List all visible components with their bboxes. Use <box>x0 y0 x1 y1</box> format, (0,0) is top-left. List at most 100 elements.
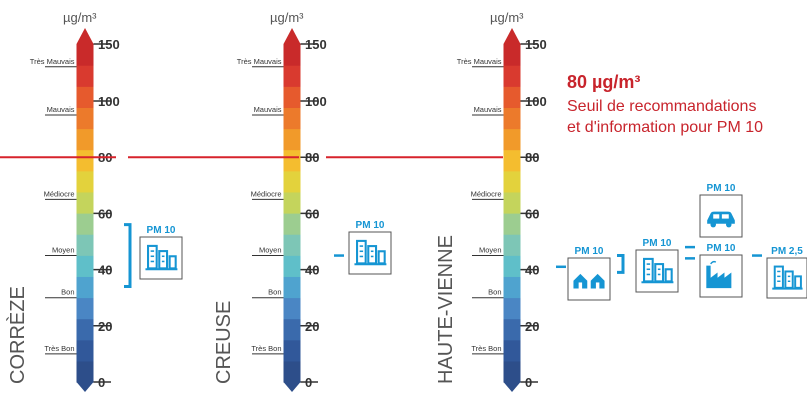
tick-label: 150 <box>525 37 547 52</box>
scale-band <box>76 44 94 66</box>
tick-label: 40 <box>525 263 539 278</box>
scale-band <box>76 107 94 130</box>
tick-label: 20 <box>525 319 539 334</box>
scale-band <box>76 339 94 362</box>
scale-band <box>283 213 301 235</box>
qualitative-label: Très Bon <box>44 344 74 353</box>
qualitative-label: Bon <box>61 288 74 297</box>
station-7: PM 2,5 <box>752 246 807 299</box>
qualitative-label: Médiocre <box>471 189 502 198</box>
scale-band <box>503 128 521 151</box>
scale-band <box>283 255 301 277</box>
qualitative-label: Moyen <box>479 246 502 255</box>
value-range-marker <box>617 254 625 274</box>
station-1: PM 10 <box>124 223 183 288</box>
station-label: PM 10 <box>643 238 672 249</box>
station-label: PM 10 <box>707 183 736 194</box>
scale-top-arrow <box>283 28 301 44</box>
scale-band <box>503 318 521 341</box>
department-name: CORRÈZE <box>6 286 29 384</box>
scale-band <box>76 234 94 256</box>
tick-label: 60 <box>525 206 539 221</box>
tick-label: 100 <box>98 94 120 109</box>
scale-top-arrow <box>503 28 521 44</box>
station-box <box>567 257 611 301</box>
scale-band <box>283 234 301 256</box>
tick-label: 80 <box>525 150 539 165</box>
scale-band <box>503 107 521 130</box>
qualitative-label: Très Mauvais <box>237 57 282 66</box>
unit-label: µg/m³ <box>270 10 304 25</box>
tick-label: 100 <box>305 94 327 109</box>
tick-label: 20 <box>98 319 112 334</box>
scale-band <box>503 149 521 172</box>
tick-label: 0 <box>525 375 532 390</box>
scale-band <box>283 107 301 130</box>
scale-band <box>503 86 521 108</box>
tick-label: 100 <box>525 94 547 109</box>
tick-label: 40 <box>305 263 319 278</box>
scale-band <box>503 44 521 66</box>
threshold-annotation: 80 µg/m³ Seuil de recommandations et d'i… <box>567 72 763 136</box>
station-2: PM 10 <box>334 220 392 275</box>
scale-bottom-arrow <box>283 382 301 392</box>
qualitative-label: Bon <box>488 288 501 297</box>
scale-band <box>283 44 301 66</box>
value-range-marker <box>124 223 132 288</box>
scale-band <box>503 170 521 193</box>
qualitative-label: Moyen <box>52 246 75 255</box>
qualitative-label: Très Bon <box>471 344 501 353</box>
qualitative-label: Médiocre <box>44 189 75 198</box>
scale-band <box>76 276 94 299</box>
scale-band <box>503 276 521 299</box>
scale-band <box>503 191 521 214</box>
station-label: PM 10 <box>356 220 385 231</box>
scale-band <box>283 276 301 299</box>
scale-band <box>76 255 94 277</box>
scale-band <box>76 360 94 383</box>
tick-label: 150 <box>98 37 120 52</box>
scale-band <box>283 65 301 87</box>
tick-label: 60 <box>305 206 319 221</box>
scale-band <box>76 65 94 87</box>
station-label: PM 2,5 <box>771 246 803 257</box>
scale-band <box>283 128 301 151</box>
qualitative-label: Bon <box>268 288 281 297</box>
scale-band <box>283 170 301 193</box>
scale-band <box>503 360 521 383</box>
threshold-line2: et d'information pour PM 10 <box>567 119 763 136</box>
scale-band <box>283 297 301 320</box>
scale-band <box>76 297 94 320</box>
scale-band <box>76 149 94 172</box>
station-5: PM 10 <box>685 183 743 249</box>
scale-band <box>283 191 301 214</box>
tick-label: 60 <box>98 206 112 221</box>
scale-band <box>76 170 94 193</box>
threshold-value-label: 80 µg/m³ <box>567 72 640 92</box>
scale-band <box>503 234 521 256</box>
scale-band <box>283 149 301 172</box>
qualitative-label: Très Bon <box>251 344 281 353</box>
tick-label: 0 <box>98 375 105 390</box>
station-label: PM 10 <box>707 243 736 254</box>
qualitative-label: Très Mauvais <box>457 57 502 66</box>
department-name: HAUTE-VIENNE <box>435 235 457 384</box>
scale-band <box>503 297 521 320</box>
qualitative-label: Mauvais <box>254 105 282 114</box>
scale-bottom-arrow <box>76 382 94 392</box>
tick-label: 20 <box>305 319 319 334</box>
station-6: PM 10 <box>685 243 743 298</box>
scales: µg/m³ 0 20 40 60 80 100 150 Très Bon Bon Moyen Médi… <box>6 10 547 392</box>
scale-band <box>503 255 521 277</box>
unit-label: µg/m³ <box>490 10 524 25</box>
scale-bottom-arrow <box>503 382 521 392</box>
scale-band <box>503 213 521 235</box>
scale-band <box>76 128 94 151</box>
scale-band <box>283 86 301 108</box>
scale-top-arrow <box>76 28 94 44</box>
stations: PM 10 PM 10 PM 10 PM 10 PM 10 PM 10 PM 2,5 <box>124 183 807 301</box>
unit-label: µg/m³ <box>63 10 97 25</box>
scale-band <box>283 318 301 341</box>
